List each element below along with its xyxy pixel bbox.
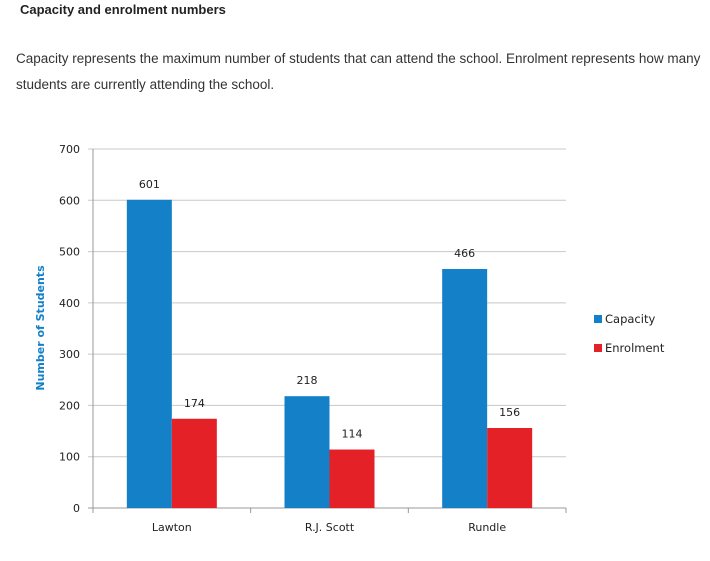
y-tick-label: 0 (73, 502, 80, 515)
bar-capacity (126, 199, 172, 508)
legend-label: Capacity (605, 312, 655, 326)
y-tick-label: 400 (59, 297, 80, 310)
y-axis-label: Number of Students (34, 265, 47, 391)
y-tick-label: 200 (59, 399, 80, 412)
y-tick-label: 300 (59, 348, 80, 361)
data-label: 156 (499, 406, 520, 419)
y-tick-label: 700 (59, 143, 80, 156)
data-label: 218 (297, 374, 318, 387)
description-text: Capacity represents the maximum number o… (16, 51, 701, 92)
bar-enrolment (329, 449, 375, 508)
legend-swatch (594, 344, 602, 352)
bar-capacity (442, 269, 488, 508)
x-tick-label: R.J. Scott (305, 521, 355, 534)
y-tick-label: 500 (59, 246, 80, 259)
bar-enrolment (487, 427, 533, 508)
legend-swatch (594, 315, 602, 323)
legend-label: Enrolment (605, 341, 665, 355)
y-tick-label: 100 (59, 451, 80, 464)
data-label: 114 (342, 428, 363, 441)
x-tick-label: Lawton (152, 521, 192, 534)
bar-enrolment (171, 418, 217, 508)
data-label: 601 (139, 178, 160, 191)
x-tick-label: Rundle (468, 521, 506, 534)
section-heading: Capacity and enrolment numbers (20, 2, 226, 17)
y-tick-label: 600 (59, 194, 80, 207)
data-label: 466 (454, 247, 475, 260)
bar-capacity (284, 396, 330, 508)
data-label: 174 (184, 397, 205, 410)
